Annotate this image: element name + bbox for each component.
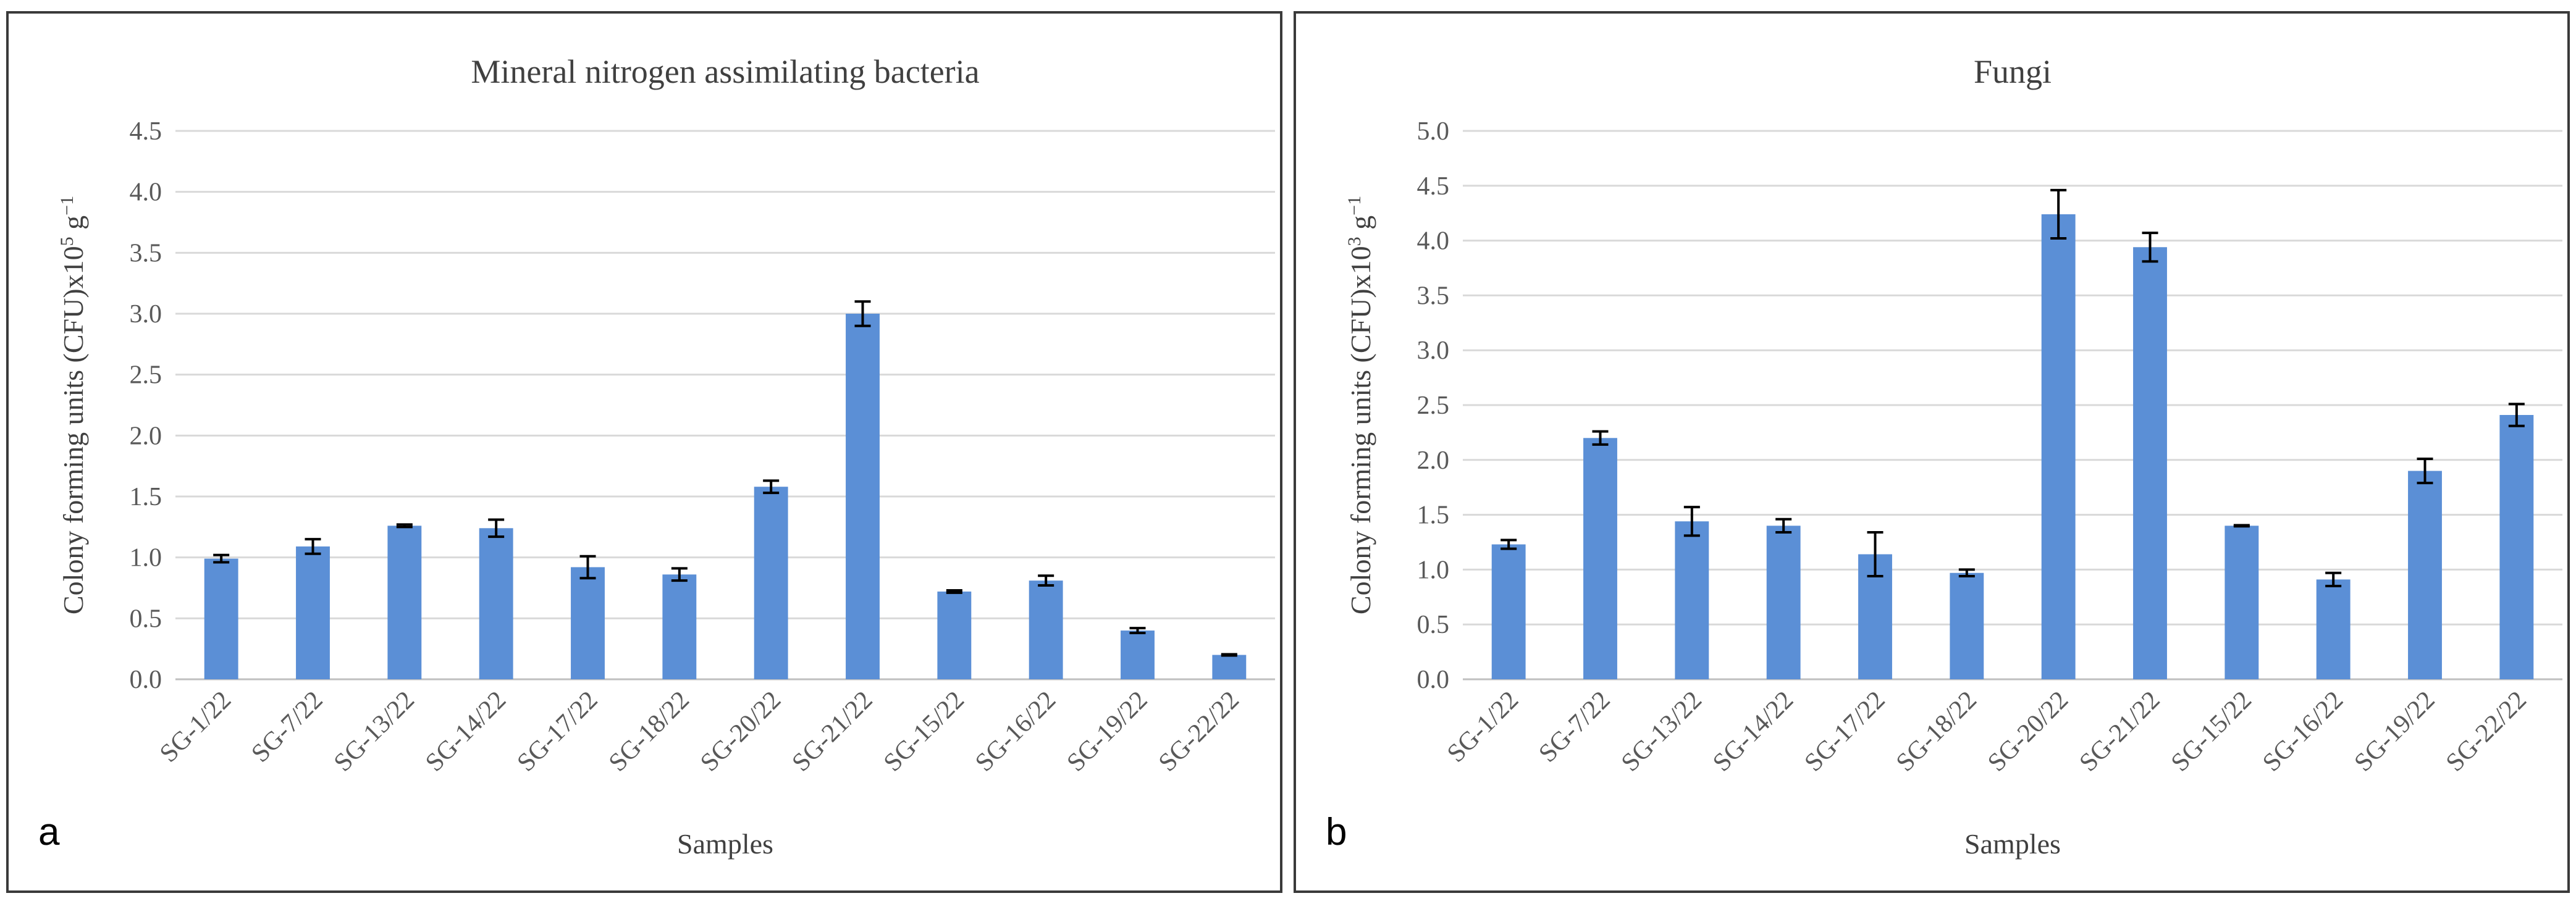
y-tick-label: 3.5 [1417, 282, 1450, 310]
panel-a: Mineral nitrogen assimilating bacteria 0.… [6, 11, 1282, 893]
y-tick-label: 2.5 [1417, 392, 1450, 420]
category-label: SG-14/22 [1707, 686, 1799, 777]
y-axis-title-unit-exp: −1 [57, 196, 77, 216]
y-tick-label: 4.0 [130, 178, 162, 207]
bar [2408, 471, 2442, 679]
bar [1029, 580, 1063, 679]
category-label: SG-18/22 [1891, 686, 1982, 777]
y-axis-title-exp: 3 [1344, 237, 1365, 246]
category-label: SG-19/22 [2349, 686, 2441, 777]
bar [1583, 438, 1617, 679]
bar [2225, 526, 2259, 679]
y-tick-label: 0.0 [1417, 666, 1450, 694]
y-tick-label: 1.5 [130, 483, 162, 511]
category-label: SG-16/22 [2257, 686, 2349, 777]
y-axis-title-exp: 5 [57, 237, 77, 246]
category-label: SG-15/22 [2166, 686, 2257, 777]
category-label: SG-19/22 [1062, 686, 1153, 777]
y-tick-label: 0.0 [130, 666, 162, 694]
y-axis-title-text: Colony forming units (CFU)x10 [1345, 246, 1376, 614]
y-axis-title: Colony forming units (CFU)x105 g−1 [57, 196, 89, 614]
category-label: SG-15/22 [878, 686, 970, 777]
category-label: SG-18/22 [604, 686, 695, 777]
x-axis-title: Samples [1964, 828, 2061, 860]
panel-letter-b: b [1326, 811, 1347, 853]
category-label: SG-7/22 [1533, 686, 1615, 768]
y-axis-title-unit: g [1345, 216, 1376, 237]
y-tick-label: 4.5 [130, 117, 162, 146]
bar [296, 546, 330, 679]
bar [1766, 526, 1801, 679]
y-tick-label: 3.0 [130, 300, 162, 329]
category-label: SG-14/22 [420, 686, 511, 777]
y-tick-label: 2.5 [130, 361, 162, 390]
y-axis-title-unit: g [57, 216, 89, 237]
category-label: SG-22/22 [2441, 686, 2532, 777]
y-tick-label: 1.0 [1417, 556, 1450, 584]
category-label: SG-21/22 [787, 686, 878, 777]
bar [937, 591, 972, 679]
y-tick-label: 4.5 [1417, 172, 1450, 201]
y-tick-label: 3.5 [130, 239, 162, 267]
chart-title: Fungi [1974, 53, 2052, 90]
panel-letter-a: a [38, 811, 60, 853]
category-label: SG-16/22 [970, 686, 1061, 777]
bar [387, 526, 422, 679]
chart-title: Mineral nitrogen assimilating bacteria [471, 53, 979, 90]
bar [1491, 544, 1526, 679]
bar [2133, 247, 2167, 680]
y-tick-label: 5.0 [1417, 117, 1450, 146]
panel-b: Fungi 0.0 0.5 1.0 1.5 2.0 2.5 3.0 3.5 4.0 4.5 5.0 SG… [1294, 11, 2570, 893]
category-label: SG-1/22 [1442, 686, 1524, 768]
bar [2316, 579, 2351, 679]
y-tick-label: 0.5 [1417, 611, 1450, 639]
category-label: SG-21/22 [2074, 686, 2166, 777]
bar [2041, 214, 2076, 679]
bar [1212, 655, 1247, 679]
y-tick-label: 2.0 [1417, 446, 1450, 475]
y-tick-label: 1.5 [1417, 501, 1450, 530]
y-tick-label: 3.0 [1417, 337, 1450, 365]
category-label: SG-13/22 [329, 686, 420, 777]
y-tick-label: 2.0 [130, 422, 162, 450]
bar [1675, 521, 1709, 679]
x-axis-title: Samples [677, 828, 773, 860]
category-label: SG-13/22 [1616, 686, 1707, 777]
bar [1950, 572, 1984, 679]
y-axis-title-unit-exp: −1 [1344, 196, 1365, 216]
y-tick-label: 0.5 [130, 605, 162, 633]
chart-b-svg: Fungi 0.0 0.5 1.0 1.5 2.0 2.5 3.0 3.5 4.0 4.5 5.0 SG… [1344, 53, 2562, 860]
bar [754, 487, 788, 679]
category-label: SG-1/22 [154, 686, 237, 768]
category-label: SG-22/22 [1153, 686, 1245, 777]
category-label: SG-20/22 [1982, 686, 2074, 777]
category-label: SG-17/22 [1799, 686, 1891, 777]
chart-a-svg: Mineral nitrogen assimilating bacteria 0.… [57, 53, 1275, 860]
bar [571, 567, 605, 679]
bar [204, 558, 238, 679]
bar [662, 574, 697, 679]
bar [846, 314, 880, 679]
category-label: SG-17/22 [512, 686, 604, 777]
y-axis-title-text: Colony forming units (CFU)x10 [57, 246, 89, 614]
bar [2499, 414, 2534, 679]
bar [1121, 630, 1155, 679]
y-tick-label: 1.0 [130, 544, 162, 572]
category-label: SG-7/22 [246, 686, 328, 768]
category-label: SG-20/22 [695, 686, 786, 777]
bar [479, 528, 513, 679]
y-tick-label: 4.0 [1417, 227, 1450, 256]
y-axis-title: Colony forming units (CFU)x103 g−1 [1344, 196, 1376, 614]
